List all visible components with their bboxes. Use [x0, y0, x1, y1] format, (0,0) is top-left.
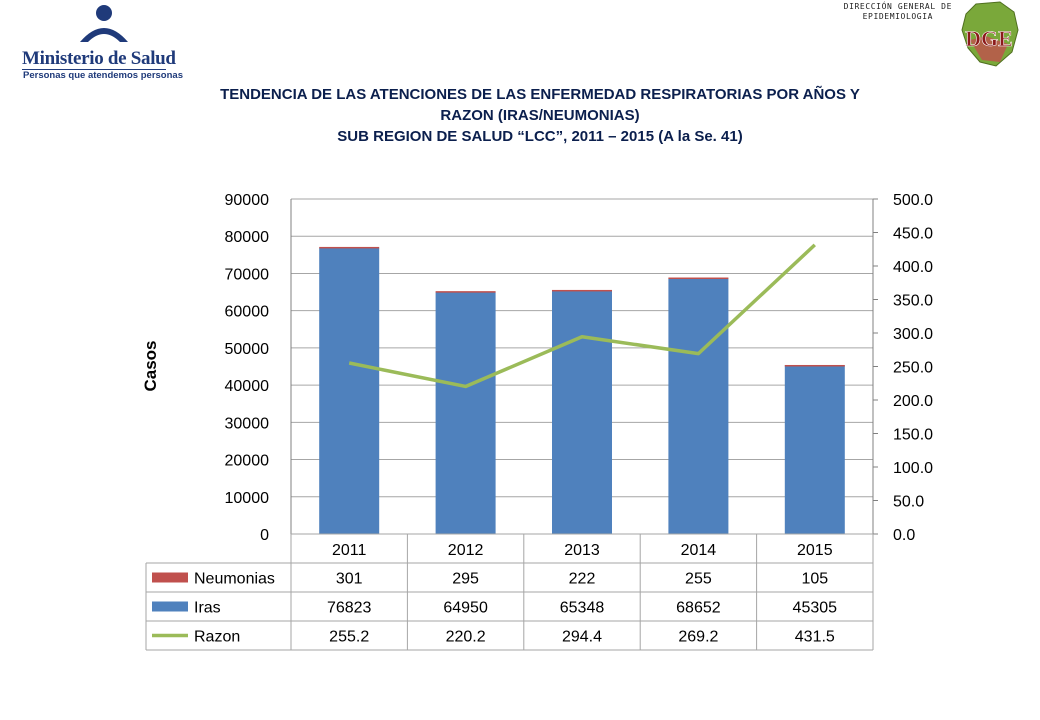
y2-tick-label: 0.0 [893, 527, 915, 544]
table-cell: 269.2 [678, 629, 718, 646]
title-line-2: RAZON (IRAS/NEUMONIAS) [440, 107, 640, 124]
table-cell: 76823 [327, 600, 372, 617]
y-tick-label: 60000 [225, 304, 270, 321]
bar-iras-2011 [319, 248, 380, 534]
table-cell: 431.5 [795, 629, 835, 646]
bar-neumonias-2014 [668, 277, 729, 280]
table-cell: 294.4 [562, 629, 602, 646]
y2-tick-label: 450.0 [893, 226, 933, 243]
bar-iras-2013 [552, 290, 612, 534]
y-tick-label: 10000 [225, 490, 270, 507]
x-tick-label: 2015 [797, 542, 833, 559]
dge-line2: EPIDEMIOLOGIA [862, 12, 934, 21]
ministry-tagline: Personas que atendemos personas [23, 70, 183, 81]
y-tick-label: 70000 [225, 266, 270, 283]
y2-tick-label: 500.0 [893, 192, 933, 209]
table-cell: 65348 [560, 600, 605, 617]
legend-swatch-iras [152, 601, 188, 612]
person-logo-icon [80, 5, 128, 42]
bar-iras-2015 [784, 365, 845, 534]
y-tick-label: 0 [260, 527, 269, 544]
title-line-3: SUB REGION DE SALUD “LCC”, 2011 – 2015 (… [337, 128, 743, 145]
legend-label-neumonias: Neumonias [194, 571, 275, 588]
x-tick-label: 2011 [332, 542, 367, 559]
table-cell: 301 [336, 571, 363, 588]
dge-logo-letters: DGE [965, 26, 1013, 51]
data-table: 2011 2012 2013 2014 2015 Neumonias 301 295 222 25… [145, 533, 874, 651]
y2-tick-label: 150.0 [893, 427, 933, 444]
table-cell: 105 [801, 571, 828, 588]
y2-tick-label: 400.0 [893, 259, 933, 276]
y2-tick-label: 100.0 [893, 460, 933, 477]
dge-label: DIRECCIÓN GENERAL DE EPIDEMIOLOGIA [844, 2, 952, 22]
title-line-1: TENDENCIA DE LAS ATENCIONES DE LAS ENFER… [220, 86, 860, 103]
x-tick-label: 2014 [681, 542, 717, 559]
x-tick-label: 2012 [448, 542, 484, 559]
bar-iras-2012 [435, 292, 496, 534]
y2-tick-label: 350.0 [893, 293, 933, 310]
legend-label-iras: Iras [194, 600, 221, 617]
bar-iras-2014 [668, 278, 729, 534]
table-cell: 222 [569, 571, 596, 588]
bar-neumonias-2011 [319, 246, 380, 249]
bar-neumonias-2012 [435, 291, 496, 293]
x-tick-label: 2013 [564, 542, 600, 559]
table-cell: 45305 [793, 600, 838, 617]
y-tick-label: 40000 [225, 378, 270, 395]
ministry-name: Ministerio de Salud [22, 48, 176, 69]
razon-line-layer [348, 243, 816, 389]
y-tick-label: 90000 [225, 192, 270, 209]
legend-label-razon: Razon [194, 629, 240, 646]
chart-titles: TENDENCIA DE LAS ATENCIONES DE LAS ENFER… [70, 84, 1010, 147]
bar-neumonias-2013 [552, 289, 612, 292]
y2-tick-label: 250.0 [893, 360, 933, 377]
bar-neumonias-2015 [784, 364, 845, 367]
dge-line1: DIRECCIÓN GENERAL DE [843, 2, 952, 11]
bars [319, 246, 845, 534]
y2-tick-label: 300.0 [893, 326, 933, 343]
table-cell: 64950 [443, 600, 488, 617]
table-cell: 220.2 [446, 629, 486, 646]
table-cell: 255.2 [329, 629, 369, 646]
legend-swatch-neumonias [152, 572, 188, 583]
y-axis-title: Casos [141, 340, 160, 391]
y2-tick-label: 50.0 [893, 494, 924, 511]
dge-map-logo-icon: DGE [961, 1, 1019, 67]
y-tick-label: 30000 [225, 415, 270, 432]
ministerio-logo: Ministerio de Salud Personas que atendem… [20, 4, 183, 81]
y-tick-label: 20000 [225, 453, 270, 470]
y-tick-label: 50000 [225, 341, 270, 358]
y-tick-label: 80000 [225, 229, 270, 246]
table-cell: 255 [685, 571, 712, 588]
logo-divider [22, 69, 166, 70]
axes: 0 10000 20000 30000 40000 50000 60000 70000 8000… [141, 192, 933, 544]
table-cell: 295 [452, 571, 479, 588]
table-cell: 68652 [676, 600, 721, 617]
y2-tick-label: 200.0 [893, 393, 933, 410]
